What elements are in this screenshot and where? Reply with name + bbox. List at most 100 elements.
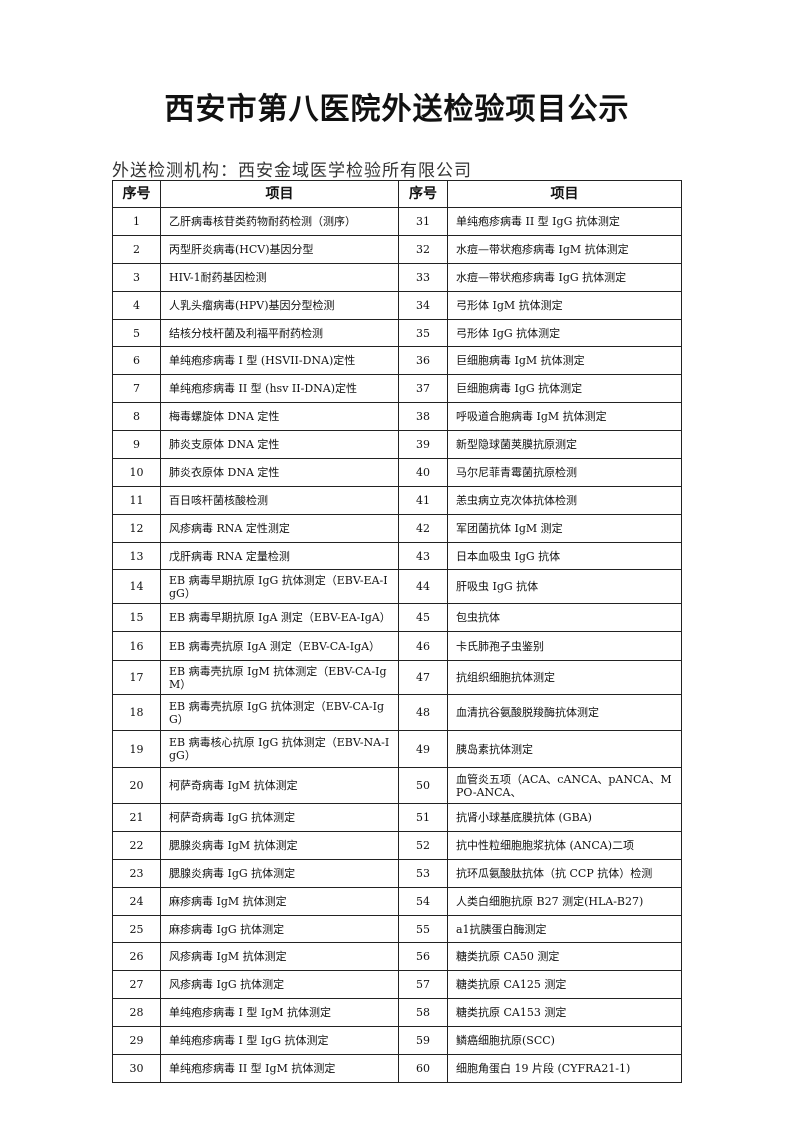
row-number-left: 17: [112, 660, 161, 695]
table-row: 8 梅毒螺旋体 DNA 定性 38 呼吸道合胞病毒 IgM 抗体测定: [112, 402, 682, 431]
table-row: 12 风疹病毒 RNA 定性测定 42 军团菌抗体 IgM 测定: [112, 514, 682, 543]
header-no-left: 序号: [112, 180, 161, 208]
test-item-left: 肺炎衣原体 DNA 定性: [160, 458, 399, 487]
test-item-right: 血清抗谷氨酸脱羧酶抗体测定: [447, 694, 682, 731]
row-number-left: 21: [112, 803, 161, 832]
test-item-right: 抗中性粒细胞胞浆抗体 (ANCA)二项: [447, 831, 682, 860]
test-item-right: 呼吸道合胞病毒 IgM 抗体测定: [447, 402, 682, 431]
row-number-left: 20: [112, 767, 161, 804]
row-number-right: 55: [398, 915, 448, 943]
row-number-left: 27: [112, 970, 161, 999]
row-number-right: 39: [398, 430, 448, 459]
row-number-left: 24: [112, 887, 161, 916]
row-number-right: 34: [398, 291, 448, 320]
test-items-table: 序号 项目 序号 项目 1 乙肝病毒核苷类药物耐药检测（测序） 31 单纯疱疹病毒 I…: [112, 180, 682, 1083]
test-item-right: 糖类抗原 CA125 测定: [447, 970, 682, 999]
row-number-left: 15: [112, 603, 161, 632]
row-number-right: 43: [398, 542, 448, 570]
test-item-left: 乙肝病毒核苷类药物耐药检测（测序）: [160, 207, 399, 236]
row-number-right: 36: [398, 346, 448, 375]
header-item-right: 项目: [447, 180, 682, 208]
table-row: 25 麻疹病毒 IgG 抗体测定 55 a1抗胰蛋白酶测定: [112, 915, 682, 943]
row-number-left: 6: [112, 346, 161, 375]
row-number-right: 38: [398, 402, 448, 431]
test-item-left: 单纯疱疹病毒 I 型 IgG 抗体测定: [160, 1026, 399, 1055]
test-item-right: 单纯疱疹病毒 II 型 IgG 抗体测定: [447, 207, 682, 236]
table-row: 9 肺炎支原体 DNA 定性 39 新型隐球菌荚膜抗原测定: [112, 430, 682, 459]
row-number-left: 26: [112, 942, 161, 971]
table-row: 26 风疹病毒 IgM 抗体测定 56 糖类抗原 CA50 测定: [112, 942, 682, 971]
table-row: 7 单纯疱疹病毒 II 型 (hsv II-DNA)定性 37 巨细胞病毒 IgG 抗…: [112, 374, 682, 403]
table-row: 1 乙肝病毒核苷类药物耐药检测（测序） 31 单纯疱疹病毒 II 型 IgG 抗体测定: [112, 207, 682, 236]
row-number-left: 14: [112, 569, 161, 604]
test-item-right: 恙虫病立克次体抗体检测: [447, 486, 682, 515]
test-item-right: 军团菌抗体 IgM 测定: [447, 514, 682, 543]
row-number-right: 57: [398, 970, 448, 999]
row-number-left: 28: [112, 998, 161, 1027]
test-item-right: 糖类抗原 CA50 测定: [447, 942, 682, 971]
table-row: 23 腮腺炎病毒 IgG 抗体测定 53 抗环瓜氨酸肽抗体（抗 CCP 抗体）检测: [112, 859, 682, 888]
test-item-right: a1抗胰蛋白酶测定: [447, 915, 682, 943]
table-row: 5 结核分枝杆菌及利福平耐药检测 35 弓形体 IgG 抗体测定: [112, 319, 682, 347]
row-number-right: 31: [398, 207, 448, 236]
test-item-right: 新型隐球菌荚膜抗原测定: [447, 430, 682, 459]
row-number-right: 51: [398, 803, 448, 832]
row-number-left: 18: [112, 694, 161, 731]
test-item-left: 戊肝病毒 RNA 定量检测: [160, 542, 399, 570]
test-item-left: 梅毒螺旋体 DNA 定性: [160, 402, 399, 431]
header-no-right: 序号: [398, 180, 448, 208]
row-number-left: 7: [112, 374, 161, 403]
table-header-row: 序号 项目 序号 项目: [112, 180, 682, 208]
row-number-right: 48: [398, 694, 448, 731]
row-number-left: 25: [112, 915, 161, 943]
row-number-right: 32: [398, 235, 448, 264]
row-number-right: 54: [398, 887, 448, 916]
test-item-left: 丙型肝炎病毒(HCV)基因分型: [160, 235, 399, 264]
row-number-left: 13: [112, 542, 161, 570]
page-title: 西安市第八医院外送检验项目公示: [164, 92, 630, 127]
row-number-left: 30: [112, 1054, 161, 1083]
table-row: 3 HIV-1耐药基因检测 33 水痘—带状疱疹病毒 IgG 抗体测定: [112, 263, 682, 292]
row-number-left: 11: [112, 486, 161, 515]
row-number-left: 8: [112, 402, 161, 431]
table-row: 4 人乳头瘤病毒(HPV)基因分型检测 34 弓形体 IgM 抗体测定: [112, 291, 682, 320]
table-row: 22 腮腺炎病毒 IgM 抗体测定 52 抗中性粒细胞胞浆抗体 (ANCA)二项: [112, 831, 682, 860]
row-number-right: 40: [398, 458, 448, 487]
row-number-right: 33: [398, 263, 448, 292]
test-item-left: 腮腺炎病毒 IgG 抗体测定: [160, 859, 399, 888]
row-number-left: 4: [112, 291, 161, 320]
header-item-left: 项目: [160, 180, 399, 208]
row-number-left: 3: [112, 263, 161, 292]
row-number-right: 60: [398, 1054, 448, 1083]
table-row: 2 丙型肝炎病毒(HCV)基因分型 32 水痘—带状疱疹病毒 IgM 抗体测定: [112, 235, 682, 264]
table-row: 14 EB 病毒早期抗原 IgG 抗体测定（EBV-EA-IgG） 44 肝吸虫 Ig…: [112, 569, 682, 604]
row-number-right: 46: [398, 631, 448, 661]
test-item-right: 抗环瓜氨酸肽抗体（抗 CCP 抗体）检测: [447, 859, 682, 888]
row-number-right: 45: [398, 603, 448, 632]
row-number-left: 9: [112, 430, 161, 459]
row-number-left: 16: [112, 631, 161, 661]
row-number-right: 52: [398, 831, 448, 860]
test-item-right: 肝吸虫 IgG 抗体: [447, 569, 682, 604]
test-item-right: 抗组织细胞抗体测定: [447, 660, 682, 695]
test-item-left: 风疹病毒 IgG 抗体测定: [160, 970, 399, 999]
test-item-right: 水痘—带状疱疹病毒 IgM 抗体测定: [447, 235, 682, 264]
test-item-left: 单纯疱疹病毒 II 型 IgM 抗体测定: [160, 1054, 399, 1083]
test-item-right: 弓形体 IgG 抗体测定: [447, 319, 682, 347]
table-row: 10 肺炎衣原体 DNA 定性 40 马尔尼菲青霉菌抗原检测: [112, 458, 682, 487]
row-number-right: 42: [398, 514, 448, 543]
test-item-left: EB 病毒核心抗原 IgG 抗体测定（EBV-NA-IgG）: [160, 730, 399, 768]
test-item-right: 马尔尼菲青霉菌抗原检测: [447, 458, 682, 487]
table-row: 13 戊肝病毒 RNA 定量检测 43 日本血吸虫 IgG 抗体: [112, 542, 682, 570]
row-number-right: 41: [398, 486, 448, 515]
test-item-left: 人乳头瘤病毒(HPV)基因分型检测: [160, 291, 399, 320]
test-item-right: 巨细胞病毒 IgM 抗体测定: [447, 346, 682, 375]
row-number-right: 59: [398, 1026, 448, 1055]
row-number-right: 53: [398, 859, 448, 888]
row-number-right: 56: [398, 942, 448, 971]
table-row: 29 单纯疱疹病毒 I 型 IgG 抗体测定 59 鳞癌细胞抗原(SCC): [112, 1026, 682, 1055]
test-item-left: EB 病毒壳抗原 IgA 测定（EBV-CA-IgA）: [160, 631, 399, 661]
test-item-left: 肺炎支原体 DNA 定性: [160, 430, 399, 459]
row-number-left: 2: [112, 235, 161, 264]
test-item-left: 结核分枝杆菌及利福平耐药检测: [160, 319, 399, 347]
